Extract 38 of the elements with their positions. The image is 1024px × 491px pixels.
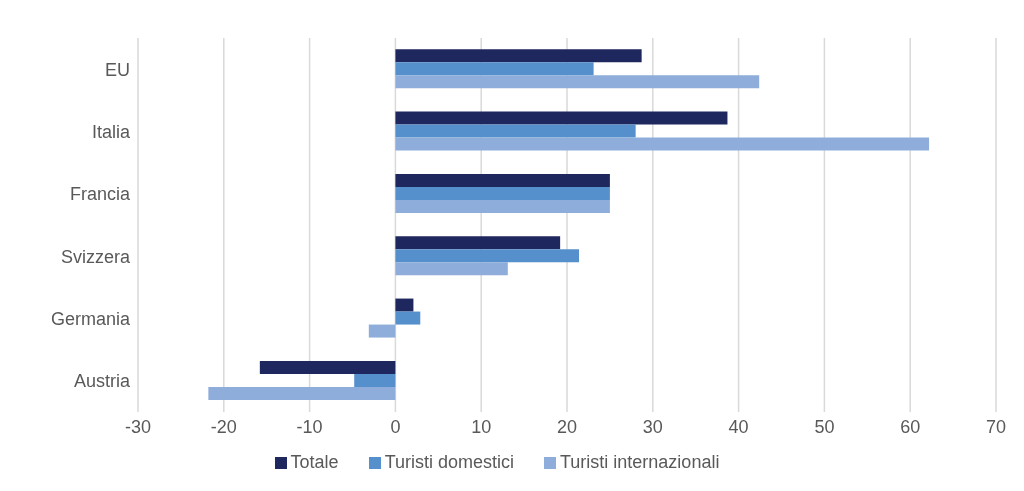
legend-label: Turisti domestici xyxy=(384,452,514,472)
bar xyxy=(395,236,561,250)
x-tick-label: 50 xyxy=(814,416,835,437)
x-tick-label: 30 xyxy=(642,416,663,437)
x-tick-label: -20 xyxy=(210,416,237,437)
bar xyxy=(354,373,396,387)
bar xyxy=(395,199,610,213)
y-tick-label: Francia xyxy=(69,184,131,205)
y-tick-label: EU xyxy=(104,59,130,80)
x-tick-label: -30 xyxy=(124,416,152,437)
bar xyxy=(395,262,508,276)
bar xyxy=(395,311,421,325)
bar xyxy=(395,75,760,89)
x-tick-label: 20 xyxy=(556,416,578,437)
bar xyxy=(395,173,610,187)
bar xyxy=(395,137,930,151)
bar xyxy=(395,111,728,125)
bar xyxy=(395,49,642,63)
x-tick-label: 40 xyxy=(728,416,749,437)
x-tick-label: 10 xyxy=(471,416,492,437)
y-tick-label: Italia xyxy=(91,121,131,142)
x-tick-label: 70 xyxy=(985,416,1007,437)
bar xyxy=(395,124,636,138)
y-tick-label: Germania xyxy=(50,308,131,329)
legend-label: Totale xyxy=(290,452,339,472)
x-tick-label: 60 xyxy=(900,416,921,437)
y-tick-label: Svizzera xyxy=(60,246,131,267)
bar xyxy=(368,324,396,338)
bar xyxy=(395,62,594,76)
bar xyxy=(395,186,610,200)
bar xyxy=(395,249,580,263)
bar xyxy=(259,360,396,374)
bar xyxy=(208,386,396,400)
legend-label: Turisti internazionali xyxy=(560,452,720,472)
x-tick-label: 0 xyxy=(390,416,401,437)
x-tick-label: -10 xyxy=(296,416,323,437)
y-tick-label: Austria xyxy=(73,371,131,392)
bar xyxy=(395,298,414,312)
